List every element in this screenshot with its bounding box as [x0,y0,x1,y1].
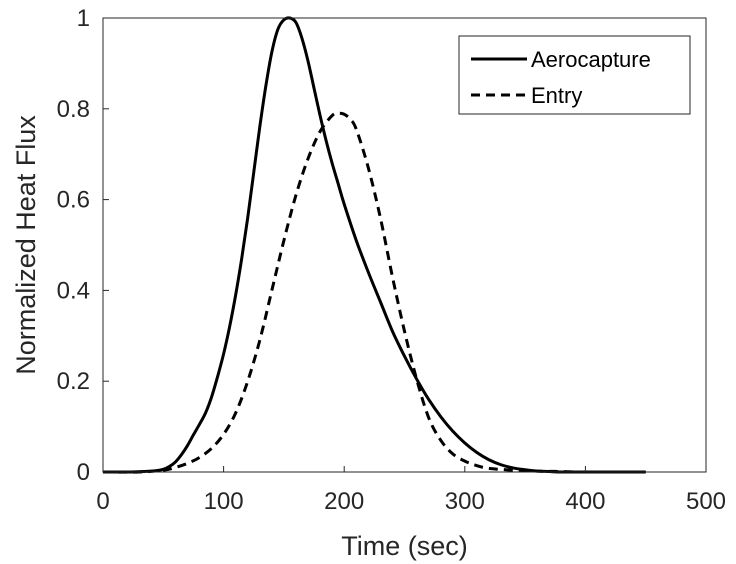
x-tick-label: 200 [324,488,364,515]
y-tick-label: 0.6 [57,187,90,214]
x-tick-label: 100 [204,488,244,515]
legend-box [458,35,691,115]
tick-layer: 0 100 200 300 400 500 0 0.2 0.4 0.6 0.8 1 [57,5,726,515]
x-tick-label: 400 [565,488,605,515]
x-tick-label: 300 [445,488,485,515]
series-layer [102,16,646,474]
y-axis-label: Normalized Heat Flux [11,115,41,375]
series-line-entry [102,111,646,474]
y-tick-label: 0 [77,459,90,486]
legend-label-entry: Entry [531,83,582,108]
y-tick-label: 0.4 [57,277,90,304]
y-tick-label: 1 [77,5,90,32]
x-axis-label: Time (sec) [341,531,468,561]
legend: Aerocapture Entry [458,35,691,115]
x-tick-label: 500 [686,488,726,515]
y-tick-label: 0.8 [57,96,90,123]
legend-label-aerocapture: Aerocapture [531,47,651,72]
x-tick-label: 0 [96,488,109,515]
y-tick-label: 0.2 [57,368,90,395]
series-line-aerocapture [102,16,646,474]
plot-box [102,17,707,473]
